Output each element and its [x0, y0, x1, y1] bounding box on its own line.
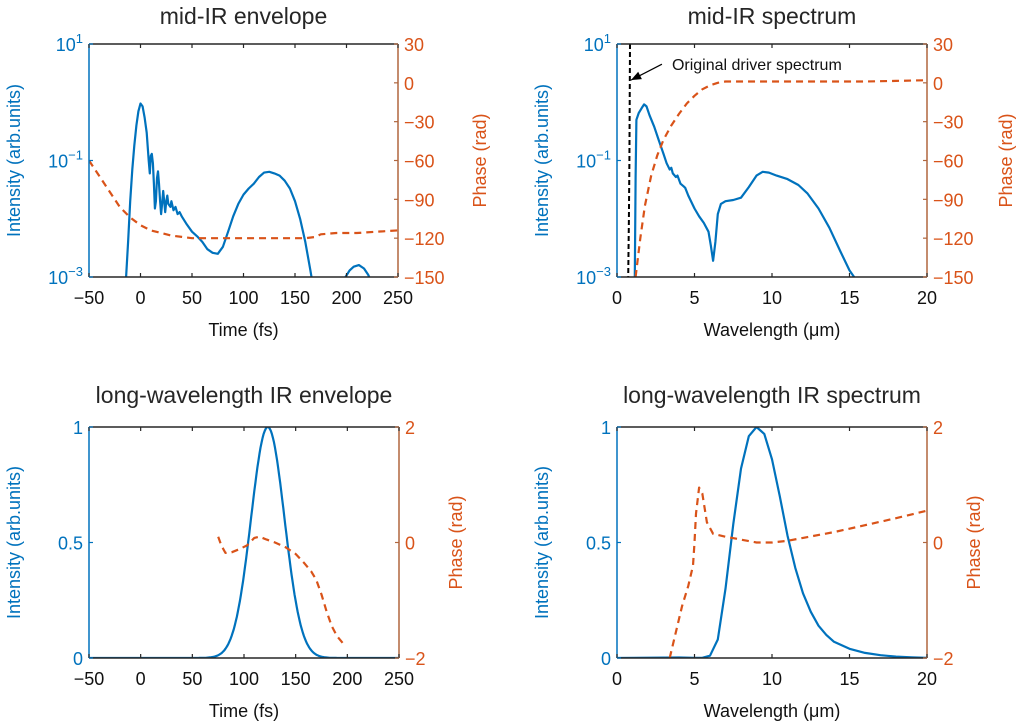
x-tick-label: 150: [281, 669, 311, 689]
y-left-tick-label: 10−1: [576, 148, 611, 172]
x-tick-label: 15: [839, 669, 859, 689]
x-tick-label: 200: [331, 288, 361, 308]
chart-title: mid-IR envelope: [160, 3, 327, 29]
chart-title: mid-IR spectrum: [688, 3, 857, 29]
y-right-tick-label: −150: [404, 268, 445, 288]
y-right-axis-label: Phase (rad): [446, 495, 466, 589]
y-right-tick-label: 2: [405, 418, 415, 438]
series-phase-line: [668, 486, 927, 658]
y-right-axis-label: Phase (rad): [996, 113, 1016, 207]
x-tick-label: −50: [74, 669, 105, 689]
panel-p2: mid-IR spectrum 0 5 10 15 20 101 10−1 10−3 30 0 −30…: [532, 3, 1016, 340]
x-axis-label: Time (fs): [209, 701, 279, 721]
series-intensity-line: [89, 427, 399, 658]
y-right-tick-label: −120: [404, 229, 445, 249]
x-tick-label: 250: [383, 288, 413, 308]
x-tick-label: 0: [612, 669, 622, 689]
series-phase-line: [634, 79, 927, 277]
x-tick-label: 5: [689, 669, 699, 689]
y-left-tick-label: 0: [601, 649, 611, 669]
series-intensity-line: [617, 427, 927, 658]
y-right-tick-label: 0: [933, 534, 943, 554]
y-right-tick-label: 0: [404, 74, 414, 94]
y-right-tick-label: −2: [405, 649, 426, 669]
y-right-tick-label: −30: [404, 113, 435, 133]
panel-p1: mid-IR envelope −50 0 50 100 150 200 250 101 10−1…: [4, 3, 490, 340]
series-intensity-line: [125, 102, 313, 277]
x-tick-label: 10: [762, 669, 782, 689]
x-axis-label: Wavelength (μm): [704, 320, 841, 340]
chart-title: long-wavelength IR spectrum: [623, 382, 921, 408]
series-phase-line: [89, 159, 398, 240]
x-tick-label: 0: [136, 669, 146, 689]
x-axis-label: Wavelength (μm): [704, 701, 841, 721]
x-tick-label: 50: [182, 288, 202, 308]
y-right-tick-label: −2: [933, 649, 954, 669]
x-tick-label: 20: [917, 669, 937, 689]
x-tick-label: 100: [229, 669, 259, 689]
y-right-tick-label: −150: [933, 268, 974, 288]
y-left-tick-label: 1: [601, 418, 611, 438]
y-left-axis-label: Intensity (arb.units): [532, 84, 552, 237]
x-tick-label: 50: [182, 669, 202, 689]
chart-title: long-wavelength IR envelope: [96, 382, 393, 408]
arrowhead-icon: [630, 71, 642, 81]
y-right-tick-label: −60: [933, 152, 964, 172]
x-tick-label: −50: [74, 288, 105, 308]
y-left-tick-label: 1: [73, 418, 83, 438]
series-original-driver-spectrum-line: [627, 44, 631, 277]
x-tick-label: 5: [689, 288, 699, 308]
x-tick-label: 10: [762, 288, 782, 308]
y-left-tick-label: 10−1: [48, 148, 83, 172]
x-tick-label: 100: [228, 288, 258, 308]
x-axis-label: Time (fs): [208, 320, 278, 340]
y-right-tick-label: −30: [933, 113, 964, 133]
panel-p3: long-wavelength IR envelope−50 0 50 100 150 2…: [4, 382, 466, 721]
y-right-tick-label: 2: [933, 418, 943, 438]
y-right-tick-label: 0: [405, 534, 415, 554]
y-right-tick-label: −120: [933, 229, 974, 249]
x-tick-label: 250: [384, 669, 414, 689]
y-right-tick-label: −60: [404, 152, 435, 172]
x-tick-label: 0: [135, 288, 145, 308]
series-intensity-line: [633, 103, 856, 277]
y-right-tick-label: −90: [404, 190, 435, 210]
y-left-tick-label: 101: [584, 31, 611, 55]
x-tick-label: 15: [839, 288, 859, 308]
y-left-tick-label: 0.5: [58, 534, 83, 554]
y-right-tick-label: 0: [933, 74, 943, 94]
y-left-axis-label: Intensity (arb.units): [4, 466, 24, 619]
y-right-tick-label: −90: [933, 190, 964, 210]
y-left-axis-label: Intensity (arb.units): [4, 84, 24, 237]
x-tick-label: 200: [332, 669, 362, 689]
y-right-axis-label: Phase (rad): [470, 113, 490, 207]
y-left-tick-label: 10−3: [576, 264, 611, 288]
y-left-tick-label: 0: [73, 649, 83, 669]
series-intensity-line: [344, 264, 371, 277]
y-right-tick-label: 30: [933, 35, 953, 55]
y-left-tick-label: 101: [56, 31, 83, 55]
y-right-axis-label: Phase (rad): [964, 495, 984, 589]
series-phase-line: [217, 535, 345, 645]
x-tick-label: 0: [612, 288, 622, 308]
x-tick-label: 150: [280, 288, 310, 308]
y-right-tick-label: 30: [404, 35, 424, 55]
y-left-tick-label: 0.5: [586, 534, 611, 554]
x-tick-label: 20: [917, 288, 937, 308]
y-left-tick-label: 10−3: [48, 264, 83, 288]
annotation-label: Original driver spectrum: [672, 57, 842, 74]
y-left-axis-label: Intensity (arb.units): [532, 466, 552, 619]
